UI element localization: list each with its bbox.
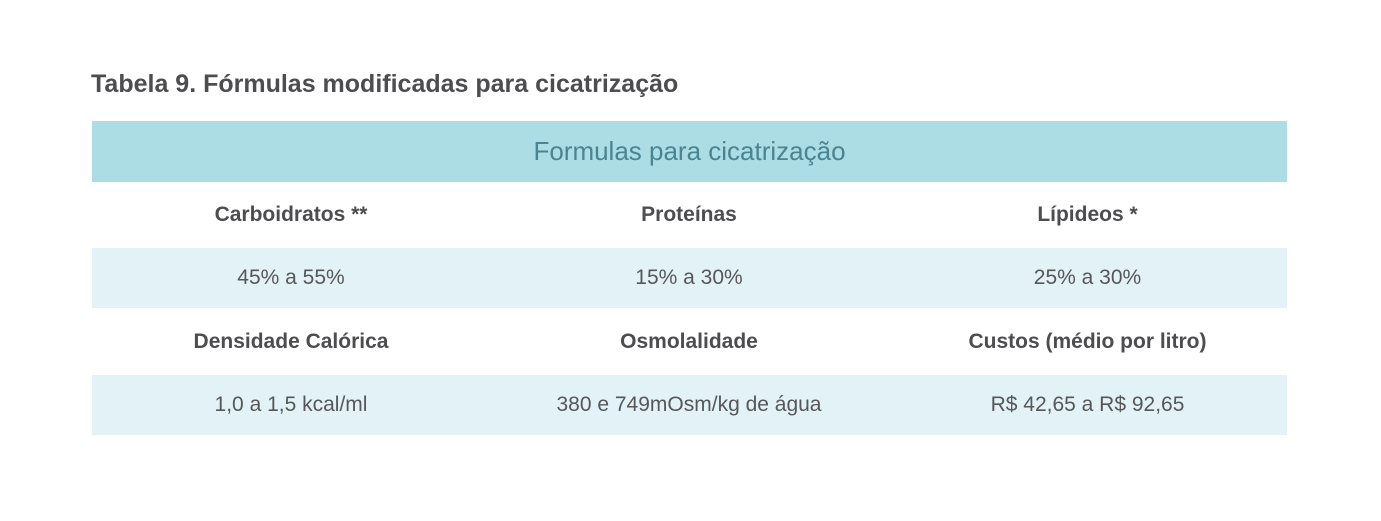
value-cell-osmolalidade: 380 e 749mOsm/kg de água bbox=[556, 393, 822, 416]
value-row: 1,0 a 1,5 kcal/ml 380 e 749mOsm/kg de ág… bbox=[92, 375, 1287, 435]
header-cell-osmolalidade: Osmolalidade bbox=[620, 329, 758, 353]
table-title: Formulas para cicatrização bbox=[92, 121, 1287, 182]
value-cell-densidade: 1,0 a 1,5 kcal/ml bbox=[214, 393, 368, 416]
value-cell-lipideos: 25% a 30% bbox=[1033, 266, 1142, 289]
header-cell-densidade: Densidade Calórica bbox=[193, 329, 389, 353]
header-cell-custos: Custos (médio por litro) bbox=[968, 329, 1207, 353]
formulas-table: Formulas para cicatrização Carboidratos … bbox=[92, 121, 1287, 435]
value-cell-proteinas: 15% a 30% bbox=[635, 266, 743, 289]
value-cell-custos: R$ 42,65 a R$ 92,65 bbox=[990, 393, 1185, 416]
header-cell-lipideos: Lípideos * bbox=[1037, 203, 1138, 226]
header-cell-proteinas: Proteínas bbox=[641, 203, 737, 226]
header-row: Densidade Calórica Osmolalidade Custos (… bbox=[92, 308, 1287, 375]
table-caption: Tabela 9. Fórmulas modificadas para cica… bbox=[91, 70, 679, 98]
header-row: Carboidratos ** Proteínas Lípideos * bbox=[92, 182, 1287, 248]
value-row: 45% a 55% 15% a 30% 25% a 30% bbox=[92, 248, 1287, 308]
value-cell-carboidratos: 45% a 55% bbox=[237, 266, 345, 289]
header-cell-carboidratos: Carboidratos ** bbox=[214, 203, 368, 226]
